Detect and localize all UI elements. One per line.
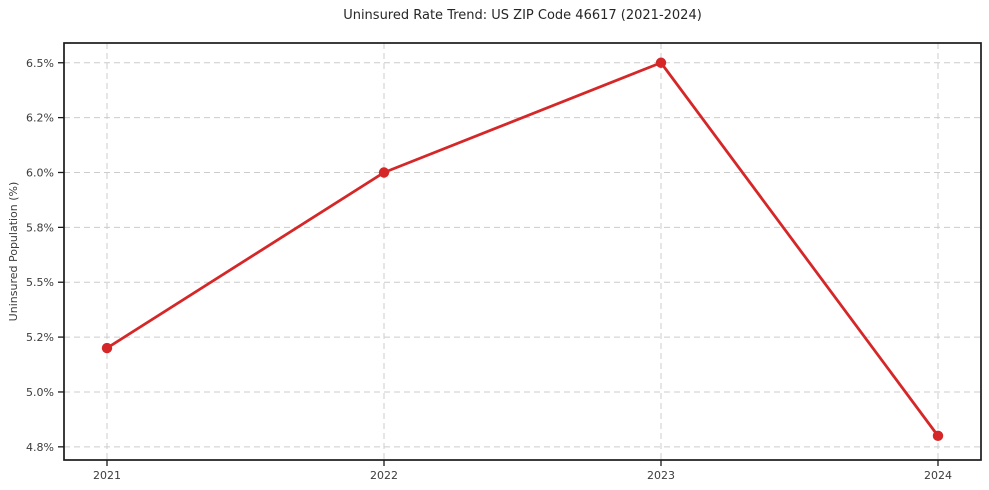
y-tick-label: 5.8% bbox=[26, 221, 54, 234]
data-point-marker-2022 bbox=[378, 167, 390, 178]
y-tick-label: 6.2% bbox=[26, 112, 54, 125]
x-tick-label: 2024 bbox=[924, 469, 952, 482]
trend-line bbox=[105, 61, 940, 438]
data-point-marker-2024 bbox=[932, 430, 944, 442]
x-tick-label: 2021 bbox=[93, 469, 121, 482]
y-tick-label: 5.0% bbox=[26, 386, 54, 399]
x-tick-label: 2023 bbox=[647, 469, 675, 482]
chart-title: Uninsured Rate Trend: US ZIP Code 46617 … bbox=[343, 8, 702, 23]
y-tick-label: 5.2% bbox=[26, 331, 54, 344]
y-tick-label: 5.5% bbox=[26, 276, 54, 289]
data-point-marker-2021 bbox=[101, 342, 113, 354]
y-tick-label: 4.8% bbox=[26, 441, 54, 454]
axes-border bbox=[63, 42, 982, 461]
data-point-marker-2023 bbox=[655, 57, 667, 68]
y-tick-label: 6.0% bbox=[26, 166, 54, 179]
y-tick-label: 6.5% bbox=[26, 57, 54, 70]
x-tick-label: 2022 bbox=[370, 469, 398, 482]
